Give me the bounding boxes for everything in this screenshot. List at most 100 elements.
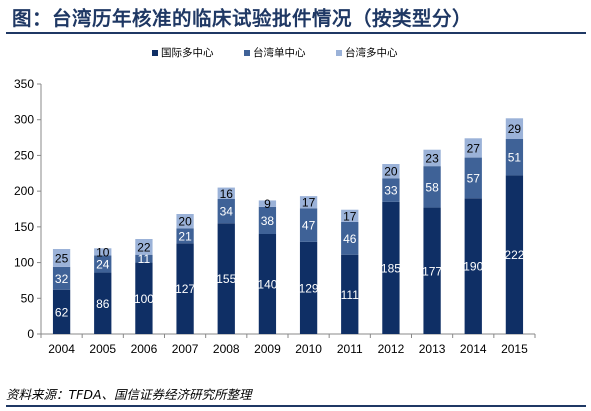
data-label: 100	[134, 292, 154, 306]
x-tick-label: 2004	[48, 342, 75, 356]
x-tick-label: 2013	[419, 342, 446, 356]
data-label: 38	[261, 214, 275, 228]
x-tick-label: 2010	[295, 342, 322, 356]
x-tick-label: 2014	[460, 342, 487, 356]
legend: 国际多中心 台湾单中心 台湾多中心	[152, 46, 398, 59]
bar-segment	[341, 221, 359, 255]
bar-segment	[176, 228, 194, 244]
stacked-bar-chart: 国际多中心 台湾单中心 台湾多中心 0 50 100 150 200 250 300 350 200…	[14, 46, 536, 356]
bar-segment	[341, 254, 359, 334]
bar-segment	[52, 289, 71, 334]
data-label: 177	[422, 264, 442, 278]
y-tick-label: 200	[14, 184, 34, 198]
data-label: 16	[220, 187, 234, 201]
bar-segment	[341, 209, 359, 222]
data-label: 47	[302, 219, 316, 233]
bar-segment	[135, 254, 153, 263]
bar-segment	[258, 206, 277, 234]
data-label: 9	[264, 197, 271, 211]
data-label: 140	[257, 278, 277, 292]
data-label: 86	[96, 297, 110, 311]
data-label: 17	[343, 209, 357, 223]
bar-segment	[217, 223, 235, 334]
bar-segment	[176, 243, 194, 334]
y-tick-label: 150	[14, 220, 34, 234]
bar-segment	[505, 118, 524, 139]
x-tick-label: 2008	[213, 342, 240, 356]
data-label: 11	[138, 252, 151, 266]
bar-segment	[423, 207, 441, 334]
y-tick-label: 100	[14, 256, 34, 270]
legend-label: 国际多中心	[161, 46, 214, 59]
x-tick-label: 2012	[378, 342, 405, 356]
bottom-divider	[6, 405, 586, 407]
bar-segment	[505, 175, 524, 334]
data-label: 190	[463, 260, 483, 274]
bar-segment	[464, 198, 482, 334]
bar-segment	[94, 272, 112, 334]
data-label: 21	[178, 229, 192, 243]
axes: 0 50 100 150 200 250 300 350 2004 2005 2006 2007 200…	[14, 77, 536, 356]
x-tick-label: 2015	[501, 342, 528, 356]
legend-label: 台湾单中心	[253, 46, 306, 59]
bar-segment	[94, 255, 112, 273]
bar-segment	[299, 208, 318, 242]
bar-segment	[135, 239, 153, 255]
source-note: 资料来源：TFDA、国信证券经济研究所整理	[6, 387, 252, 402]
y-tick-label: 0	[27, 327, 34, 341]
bar-segment	[505, 139, 524, 176]
data-label: 29	[508, 122, 522, 136]
bar-segment	[258, 200, 277, 207]
data-label: 24	[96, 258, 110, 272]
x-tick-label: 2009	[254, 342, 281, 356]
bar-segment	[94, 248, 112, 256]
legend-swatch	[244, 50, 250, 56]
bar-segment	[382, 201, 400, 334]
data-label: 127	[175, 282, 195, 296]
data-label: 32	[55, 272, 69, 286]
data-label: 33	[384, 184, 398, 198]
data-label: 129	[299, 281, 319, 295]
x-tick-label: 2005	[89, 342, 116, 356]
data-label: 20	[178, 215, 192, 229]
y-tick-label: 250	[14, 148, 34, 162]
data-label: 51	[508, 151, 522, 165]
data-label: 25	[55, 251, 69, 265]
data-label: 17	[302, 196, 316, 210]
data-label: 22	[137, 240, 151, 254]
data-label: 155	[216, 272, 236, 286]
bar-segment	[52, 249, 71, 267]
x-tick-label: 2011	[337, 342, 363, 356]
data-label: 34	[220, 205, 234, 219]
y-tick-label: 50	[21, 291, 35, 305]
data-label: 46	[343, 232, 357, 246]
bar-segment	[135, 262, 153, 334]
data-label: 10	[96, 245, 110, 259]
bar-segment	[382, 164, 400, 179]
bars: 6232258624101001122127212015534161403891…	[52, 118, 525, 334]
bar-segment	[299, 241, 318, 334]
bar-segment	[382, 178, 400, 202]
data-label: 20	[384, 165, 398, 179]
data-label: 111	[341, 288, 360, 302]
data-label: 57	[467, 171, 481, 185]
bar-segment	[464, 157, 482, 199]
legend-swatch	[152, 50, 158, 56]
data-label: 58	[425, 180, 439, 194]
title-divider	[6, 32, 586, 34]
bar-segment	[299, 196, 318, 209]
legend-swatch	[336, 50, 342, 56]
data-label: 62	[55, 305, 69, 319]
bar-segment	[217, 199, 235, 224]
data-label: 222	[504, 248, 524, 262]
chart-title: 图：台湾历年核准的临床试验批件情况（按类型分）	[12, 7, 473, 30]
bar-segment	[423, 149, 441, 167]
y-tick-label: 350	[14, 77, 34, 91]
x-tick-label: 2007	[172, 342, 199, 356]
bar-segment	[176, 214, 194, 229]
legend-label: 台湾多中心	[345, 46, 398, 59]
data-label: 27	[467, 141, 481, 155]
data-label: 185	[381, 261, 401, 275]
bar-segment	[217, 187, 235, 199]
bar-segment	[464, 138, 482, 158]
